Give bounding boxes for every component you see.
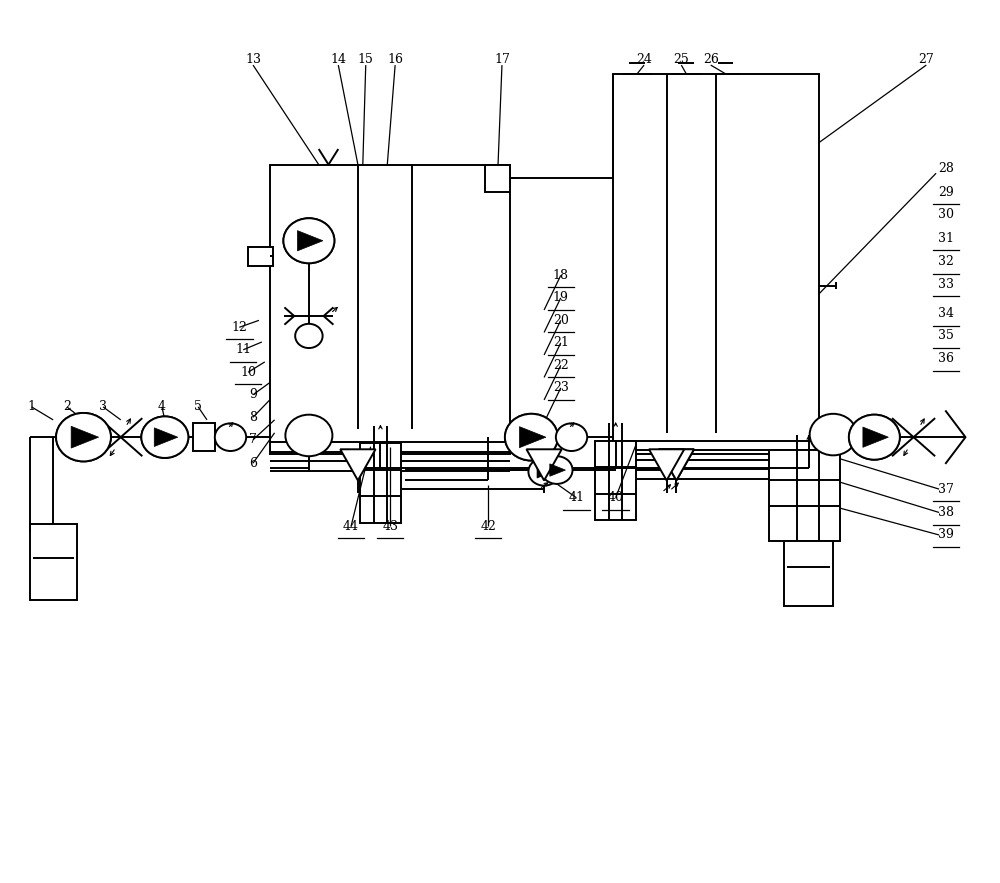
Polygon shape <box>659 449 694 480</box>
Bar <box>270 164 510 455</box>
Text: 35: 35 <box>938 329 954 343</box>
Text: 3: 3 <box>99 400 107 413</box>
Text: 31: 31 <box>938 231 954 245</box>
Text: 20: 20 <box>553 313 569 327</box>
Polygon shape <box>297 230 323 251</box>
Bar <box>485 164 510 192</box>
Text: 27: 27 <box>918 52 934 65</box>
Text: 30: 30 <box>938 208 954 222</box>
Circle shape <box>285 415 332 457</box>
Polygon shape <box>659 449 694 480</box>
Text: 9: 9 <box>249 389 257 401</box>
Bar <box>30 524 77 600</box>
Circle shape <box>215 423 246 451</box>
Text: 19: 19 <box>553 291 569 305</box>
Text: 41: 41 <box>568 491 584 504</box>
Text: 21: 21 <box>553 336 569 350</box>
Bar <box>769 450 840 541</box>
Text: 4: 4 <box>158 400 166 413</box>
Polygon shape <box>537 465 553 478</box>
Text: 24: 24 <box>636 52 652 65</box>
Text: 1: 1 <box>28 400 36 413</box>
Circle shape <box>849 415 900 460</box>
Circle shape <box>283 218 334 263</box>
Circle shape <box>505 414 558 461</box>
Text: 25: 25 <box>673 52 689 65</box>
Text: 2: 2 <box>63 400 71 413</box>
Circle shape <box>505 414 558 461</box>
Text: 22: 22 <box>553 358 569 372</box>
Text: 34: 34 <box>938 307 954 320</box>
Text: 38: 38 <box>938 506 954 519</box>
Text: 32: 32 <box>938 255 954 268</box>
Text: 29: 29 <box>938 185 954 199</box>
Text: 16: 16 <box>387 52 403 65</box>
Polygon shape <box>526 449 562 480</box>
Text: 6: 6 <box>249 457 257 470</box>
Polygon shape <box>71 426 99 448</box>
Bar <box>248 247 273 266</box>
Circle shape <box>541 457 573 484</box>
Circle shape <box>283 218 334 263</box>
Circle shape <box>810 414 857 456</box>
Polygon shape <box>340 449 376 480</box>
Text: 42: 42 <box>480 520 496 532</box>
Circle shape <box>849 415 900 460</box>
Bar <box>784 541 833 606</box>
Polygon shape <box>519 426 546 448</box>
Polygon shape <box>863 427 888 448</box>
Circle shape <box>295 324 323 348</box>
Text: 17: 17 <box>494 52 510 65</box>
Circle shape <box>56 413 111 462</box>
Text: 5: 5 <box>194 400 202 413</box>
Bar <box>193 423 215 451</box>
Bar <box>613 73 818 455</box>
Polygon shape <box>154 428 178 447</box>
Text: 13: 13 <box>245 52 261 65</box>
Polygon shape <box>649 449 684 480</box>
Text: 11: 11 <box>235 343 251 356</box>
Text: 7: 7 <box>249 434 257 446</box>
Text: 12: 12 <box>231 321 247 334</box>
Text: 18: 18 <box>553 268 569 282</box>
Text: 28: 28 <box>938 162 954 176</box>
Text: 33: 33 <box>938 277 954 291</box>
Text: 10: 10 <box>240 366 256 379</box>
Text: 39: 39 <box>938 528 954 541</box>
Text: 37: 37 <box>938 483 954 495</box>
Polygon shape <box>550 464 565 476</box>
Circle shape <box>528 458 560 486</box>
Text: 8: 8 <box>249 411 257 424</box>
Text: 26: 26 <box>703 52 719 65</box>
Text: 15: 15 <box>358 52 374 65</box>
Circle shape <box>141 417 188 458</box>
Bar <box>595 441 636 520</box>
Text: 43: 43 <box>382 520 398 532</box>
Text: 23: 23 <box>553 381 569 395</box>
Text: 14: 14 <box>330 52 346 65</box>
Text: 44: 44 <box>343 520 359 532</box>
Text: 36: 36 <box>938 352 954 365</box>
Circle shape <box>56 413 111 462</box>
Circle shape <box>141 417 188 458</box>
Circle shape <box>556 423 587 451</box>
Bar <box>360 443 401 523</box>
Text: 40: 40 <box>608 491 624 504</box>
